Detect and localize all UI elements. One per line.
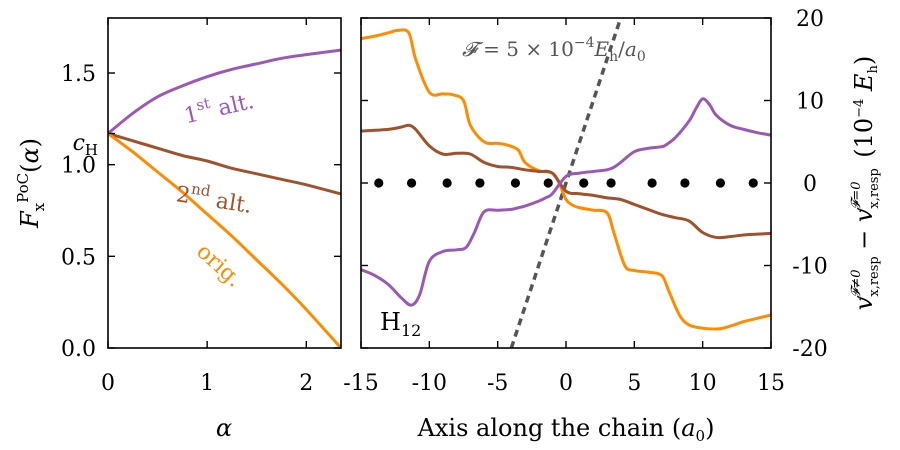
xtick-label: 1 bbox=[200, 371, 214, 396]
atom-dot bbox=[748, 178, 758, 188]
xtick-label: -10 bbox=[412, 371, 447, 396]
xtick-label: 0 bbox=[559, 371, 573, 396]
atom-dot bbox=[579, 178, 589, 188]
atom-dot bbox=[406, 178, 417, 188]
atom-dot bbox=[510, 178, 521, 188]
left-xlabel: α bbox=[216, 414, 232, 442]
atom-dot bbox=[715, 178, 726, 188]
label-second-alt: 2nd alt. bbox=[174, 177, 254, 219]
atom-dot bbox=[543, 178, 553, 188]
atom-dot bbox=[647, 178, 657, 188]
xtick-label: -15 bbox=[343, 371, 378, 396]
series-line-orig- bbox=[108, 132, 341, 348]
left-plot-frame bbox=[107, 17, 342, 349]
ytick-label: -20 bbox=[792, 337, 827, 362]
xtick-label: 5 bbox=[627, 371, 641, 396]
ytick-label: 20 bbox=[796, 7, 824, 32]
atom-dot bbox=[374, 178, 384, 188]
atom-dot bbox=[680, 178, 690, 188]
right-ticks: -15 -10 -5 0 5 10 15 -20 -10 0 10 20 bbox=[343, 7, 827, 396]
ytick-label: 1.5 bbox=[61, 62, 96, 87]
xtick-label: 15 bbox=[757, 371, 785, 396]
xtick-label: 2 bbox=[299, 371, 313, 396]
ytick-label-cH: cH bbox=[73, 131, 98, 159]
xtick-label: 10 bbox=[689, 371, 717, 396]
xtick-label: -5 bbox=[487, 371, 508, 396]
ytick-label: 0.0 bbox=[61, 337, 96, 362]
right-ylabel: vx,resp𝓕≠0 − vx,resp𝓕=0 (10−4 Eh) bbox=[849, 56, 882, 310]
ytick-label: -10 bbox=[792, 255, 827, 280]
series-line-purple bbox=[361, 97, 771, 307]
series-line-brown bbox=[361, 123, 771, 240]
ytick-label: 0.5 bbox=[61, 245, 96, 270]
series-line-orange bbox=[361, 28, 771, 331]
system-label: H12 bbox=[380, 308, 421, 340]
field-line bbox=[509, 18, 623, 348]
field-annotation: 𝓕 = 5 × 10−4Eh/a0 bbox=[462, 35, 646, 65]
right-xlabel: Axis along the chain (a0) bbox=[417, 414, 715, 445]
series-line-1st-alt- bbox=[108, 48, 341, 135]
label-first-alt: 1st alt. bbox=[181, 84, 257, 129]
right-curves bbox=[361, 18, 771, 348]
right-panel: -15 -10 -5 0 5 10 15 -20 -10 0 10 20 Axis along the… bbox=[343, 7, 882, 445]
xtick-label: 0 bbox=[101, 371, 115, 396]
left-panel: 0 1 2 0.0 0.5 1.0 1.5 FxPoC(α) α cH 1st alt. 2… bbox=[14, 17, 342, 442]
atom-dot bbox=[606, 178, 616, 188]
left-ticks: 0 1 2 0.0 0.5 1.0 1.5 bbox=[61, 18, 341, 396]
ytick-label: 1.0 bbox=[61, 154, 96, 179]
ytick-label: 0 bbox=[803, 172, 817, 197]
atom-dot bbox=[475, 178, 485, 188]
series-line-2nd-alt- bbox=[108, 132, 341, 196]
left-curves bbox=[108, 48, 341, 348]
atom-dot bbox=[442, 178, 452, 188]
ytick-label: 10 bbox=[796, 90, 824, 115]
label-orig: orig. bbox=[191, 239, 246, 292]
left-ylabel: FxPoC(α) bbox=[14, 138, 48, 229]
